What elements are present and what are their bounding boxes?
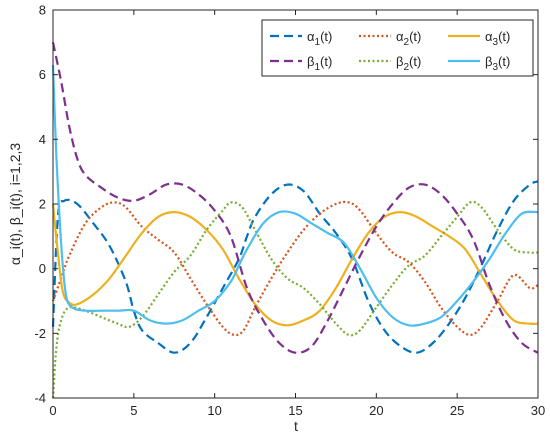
legend-label-2: α2(t) [396,29,421,48]
series-line-4 [51,42,539,354]
y-tick-label: 2 [39,197,46,212]
x-tick-label: 25 [450,403,464,418]
series-line-3 [51,203,539,327]
x-tick-label: 15 [288,403,302,418]
legend-box [261,19,534,77]
x-tick-label: 20 [369,403,383,418]
y-tick-label: 6 [39,67,46,82]
x-tick-label: 0 [49,403,56,418]
series-layer [51,42,539,399]
y-tick-label: 0 [39,261,46,276]
series-line-1 [51,180,539,354]
legend-label-1: α1(t) [307,29,332,48]
y-tick-label: 4 [39,132,46,147]
legend-label-6: β3(t) [485,54,510,73]
y-tick-label: 8 [39,3,46,18]
y-tick-label: -2 [34,326,46,341]
series-line-5 [51,200,539,399]
legend-label-3: α3(t) [485,29,510,48]
x-tick-label: 5 [130,403,137,418]
legend-label-5: β2(t) [396,54,421,73]
x-tick-label: 30 [531,403,545,418]
x-tick-label: 10 [207,403,221,418]
x-axis-label: t [294,418,298,434]
ticks-layer: 0 5 10 15 20 25 30 -4 -2 0 2 4 6 8 [34,3,545,419]
y-tick-label: -4 [34,391,46,406]
y-axis-label: α_i(t), β_i(t), i=1,2,3 [7,143,23,266]
legend: α1(t) α2(t) α3(t) β1(t) β2(t) β3(t) [261,19,534,77]
legend-label-4: β1(t) [307,54,332,73]
series-line-6 [51,64,539,327]
